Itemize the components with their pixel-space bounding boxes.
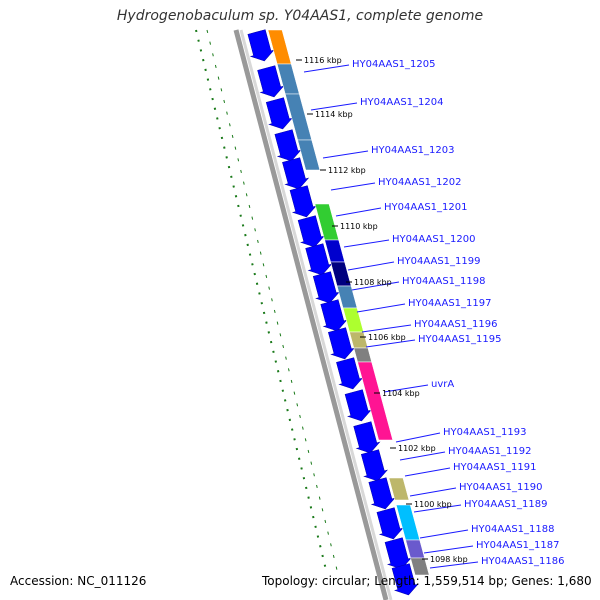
gene-label[interactable]: HY04AAS1_1205: [352, 59, 435, 70]
gene-label[interactable]: HY04AAS1_1191: [453, 462, 536, 473]
cds-arrow: [265, 97, 293, 130]
gene-label[interactable]: HY04AAS1_1201: [384, 202, 467, 213]
gene-label[interactable]: HY04AAS1_1186: [481, 556, 564, 567]
gene-label[interactable]: HY04AAS1_1202: [378, 177, 461, 188]
position-tick-label: 1108 kbp: [354, 278, 392, 287]
cds-arrow: [336, 357, 364, 390]
position-tick-label: 1104 kbp: [382, 389, 420, 398]
gene-label-connector: [365, 339, 416, 348]
gene-labels: HY04AAS1_1205 HY04AAS1_1204 HY04AAS1_1203 H…: [303, 59, 564, 569]
forward-cds-track: [247, 29, 419, 596]
gene-color-track: [267, 29, 430, 576]
gene-label-connector: [395, 432, 441, 443]
cds-arrow: [282, 157, 310, 190]
gene-label-connector: [303, 64, 350, 73]
gene-label[interactable]: HY04AAS1_1195: [418, 334, 501, 345]
gene-label[interactable]: HY04AAS1_1197: [408, 298, 491, 309]
cds-arrow: [360, 449, 388, 482]
gene-label[interactable]: HY04AAS1_1190: [459, 482, 542, 493]
gene-label[interactable]: HY04AAS1_1198: [402, 276, 485, 287]
position-tick-label: 1112 kbp: [328, 166, 366, 175]
cds-arrow: [289, 185, 317, 218]
gene-label-connector: [343, 239, 390, 248]
backbone-ring-shadow: [233, 29, 389, 600]
gene-block[interactable]: [297, 139, 321, 171]
gene-block[interactable]: [388, 477, 410, 501]
gene-label[interactable]: HY04AAS1_1192: [448, 446, 531, 457]
gene-label-connector: [409, 487, 457, 497]
gene-label-connector: [310, 102, 358, 111]
gene-block[interactable]: [357, 361, 394, 441]
cds-arrow: [257, 65, 285, 98]
cds-arrow: [368, 477, 396, 510]
map-title: Hydrogenobaculum sp. Y04AAS1, complete g…: [116, 8, 484, 24]
cds-arrow: [312, 271, 340, 304]
gene-label[interactable]: HY04AAS1_1199: [397, 256, 480, 267]
gc-content-track: [206, 29, 338, 571]
backbone-ring: [239, 29, 393, 600]
gene-block[interactable]: [395, 504, 421, 541]
position-tick-label: 1110 kbp: [340, 222, 378, 231]
cds-arrow: [353, 421, 381, 454]
gene-label[interactable]: uvrA: [431, 379, 454, 390]
cds-arrow: [344, 389, 372, 422]
gene-label-connector: [351, 281, 400, 291]
gene-label[interactable]: HY04AAS1_1203: [371, 145, 454, 156]
gene-label-connector: [330, 182, 376, 191]
gene-label-connector: [361, 324, 412, 333]
gene-label[interactable]: HY04AAS1_1189: [464, 499, 547, 510]
gene-block[interactable]: [405, 539, 425, 559]
position-tick-label: 1100 kbp: [414, 500, 452, 509]
cds-arrow: [328, 327, 356, 360]
gene-label-connector: [356, 303, 406, 313]
gene-label[interactable]: HY04AAS1_1196: [414, 319, 497, 330]
position-tick-label: 1116 kbp: [304, 56, 342, 65]
position-tick-label: 1098 kbp: [430, 555, 468, 564]
position-tick-label: 1102 kbp: [398, 444, 436, 453]
gene-label[interactable]: HY04AAS1_1187: [476, 540, 559, 551]
position-tick-label: 1114 kbp: [315, 110, 353, 119]
cds-arrow: [391, 563, 419, 596]
gene-label-connector: [413, 504, 462, 513]
gene-label[interactable]: HY04AAS1_1188: [471, 524, 554, 535]
genome-summary: Topology: circular; Length: 1,559,514 bp…: [262, 574, 592, 588]
gene-label-connector: [347, 261, 395, 271]
cds-arrow: [320, 299, 348, 332]
gene-label[interactable]: HY04AAS1_1193: [443, 427, 526, 438]
gene-block[interactable]: [353, 347, 372, 363]
gene-label-connector: [404, 467, 451, 477]
position-tick-label: 1106 kbp: [368, 333, 406, 342]
gene-block[interactable]: [349, 331, 369, 349]
cds-arrow: [384, 537, 412, 570]
gene-label-connector: [322, 150, 369, 159]
accession-label: Accession: NC_011126: [10, 574, 147, 588]
gene-label-connector: [423, 545, 474, 554]
gene-label-connector: [383, 384, 429, 393]
cds-arrow: [376, 507, 404, 540]
gene-block[interactable]: [267, 29, 292, 65]
gene-label-connector: [399, 451, 446, 461]
gene-label[interactable]: HY04AAS1_1204: [360, 97, 443, 108]
cds-arrow: [247, 29, 275, 62]
gene-label-connector: [429, 561, 479, 569]
position-ticks: 1116 kbp 1114 kbp 1112 kbp 1110 kbp 1108 kbp…: [296, 56, 468, 564]
cds-arrow: [305, 243, 333, 276]
gene-block[interactable]: [324, 239, 345, 263]
gene-block[interactable]: [410, 557, 430, 576]
cds-arrow: [274, 129, 302, 162]
gene-label-connector: [419, 529, 469, 539]
gene-label[interactable]: HY04AAS1_1200: [392, 234, 475, 245]
gene-label-connector: [335, 207, 382, 217]
cds-arrow: [297, 215, 325, 248]
